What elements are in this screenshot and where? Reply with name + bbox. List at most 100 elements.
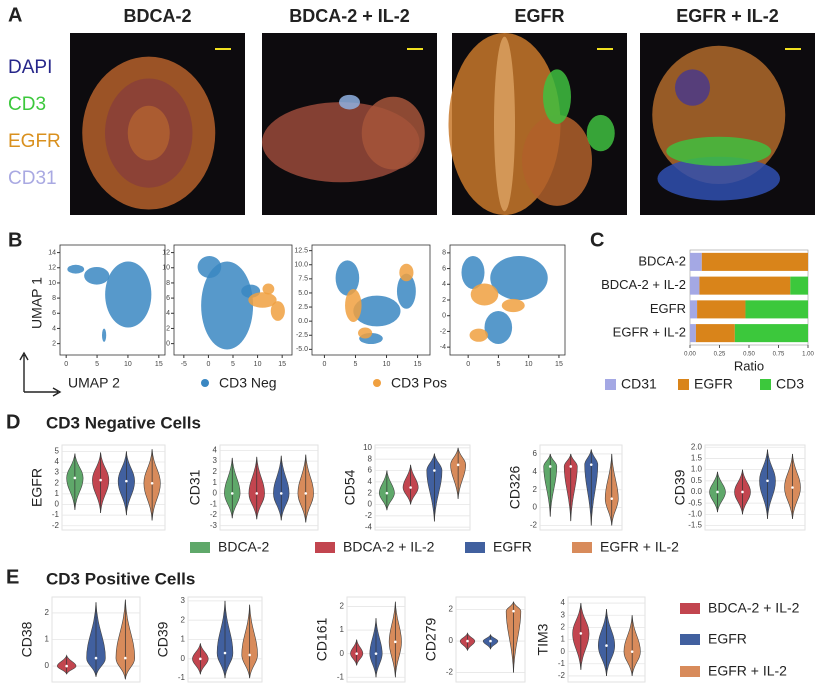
point-cloud [461, 256, 485, 289]
y-axis-label: CD39 [155, 621, 171, 657]
legend-swatch [760, 379, 771, 390]
bar-segment [690, 252, 702, 271]
legend-label: EGFR [694, 376, 733, 392]
point-cloud [353, 295, 401, 327]
y-tick-label: 4 [533, 467, 538, 476]
x-tick-label: 0.50 [743, 352, 755, 358]
legend-swatch [315, 542, 335, 553]
legend-label: EGFR + IL-2 [708, 663, 787, 679]
tissue [522, 114, 592, 206]
y-tick-label: 12.5 [294, 247, 308, 254]
violin-median [125, 479, 128, 483]
section-title: CD3 Negative Cells [46, 413, 201, 432]
violin-median [741, 490, 744, 494]
y-tick-label: 0 [442, 313, 446, 320]
y-tick-label: 0 [181, 654, 186, 663]
point-cloud [262, 283, 275, 295]
image-title: EGFR + IL-2 [676, 6, 779, 26]
y-tick-label: 2 [181, 615, 186, 624]
tissue [494, 36, 515, 212]
y-tick-label: 1 [340, 625, 345, 634]
y-tick-label: 6 [52, 310, 56, 317]
panel-label: D [6, 411, 20, 433]
point-cloud [484, 311, 513, 344]
y-tick-label: 2 [52, 340, 56, 347]
point-cloud [501, 298, 525, 313]
y-tick-label: -2 [365, 511, 373, 520]
tissue [666, 136, 772, 166]
violin-median [279, 492, 283, 495]
point-cloud [270, 301, 285, 321]
channel-label: CD31 [8, 168, 57, 189]
panel-label: A [8, 4, 22, 26]
legend-swatch [680, 666, 700, 677]
legend-swatch [678, 379, 689, 390]
panel-label: C [590, 229, 604, 251]
y-tick-label: 3 [181, 596, 186, 605]
x-tick-label: 5 [95, 361, 99, 368]
y-tick-label: 10.0 [294, 262, 308, 269]
legend-swatch [572, 542, 592, 553]
legend-label: BDCA-2 [218, 539, 270, 555]
x-tick-label: 0.00 [684, 352, 696, 358]
violin-median [766, 479, 769, 483]
y-tick-label: 3 [561, 610, 566, 619]
y-tick-label: 0 [340, 649, 345, 658]
x-tick-label: 15 [555, 361, 563, 368]
violin-median [466, 639, 469, 643]
channel-label: DAPI [8, 57, 52, 78]
x-tick-label: -5 [181, 361, 187, 368]
tissue [586, 114, 615, 152]
panel-label: B [8, 229, 22, 251]
violin-median [304, 492, 308, 495]
image-title: BDCA-2 [123, 6, 191, 26]
y-tick-label: -2 [440, 328, 446, 335]
y-tick-label: 2 [55, 478, 60, 487]
y-axis-label: CD39 [672, 469, 688, 505]
y-tick-label: -2 [530, 521, 538, 530]
x-tick-label: 10 [383, 361, 391, 368]
y-tick-label: 4 [442, 281, 446, 288]
violin-median [199, 657, 202, 661]
y-axis-label: CD31 [187, 469, 203, 505]
y-tick-label: -2 [446, 668, 454, 677]
y-tick-label: 2 [561, 622, 566, 631]
y-tick-label: 2 [166, 325, 170, 332]
point-cloud [197, 256, 222, 278]
violin-median [610, 497, 614, 500]
y-tick-label: 10 [363, 443, 372, 452]
y-tick-label: 4 [55, 457, 60, 466]
legend-label: EGFR [708, 631, 747, 647]
legend-marker [373, 379, 381, 387]
panel-label: E [6, 566, 19, 588]
y-tick-label: 0 [213, 489, 218, 498]
violin-median [589, 463, 593, 466]
y-tick-label: 2 [45, 608, 50, 617]
y-tick-label: -1.0 [688, 509, 702, 518]
tissue [127, 105, 170, 161]
y-tick-label: -4 [365, 522, 373, 531]
violin-median [73, 476, 77, 480]
x-tick-label: 10 [525, 361, 533, 368]
legend-label: BDCA-2 + IL-2 [343, 539, 435, 555]
y-axis-label: CD279 [423, 618, 439, 662]
point-cloud [396, 273, 416, 309]
y-tick-label: -1 [210, 499, 218, 508]
violin-median [65, 664, 68, 668]
y-tick-label: 0.0 [298, 318, 308, 325]
bar-segment [690, 324, 696, 343]
x-tick-label: 15 [278, 361, 286, 368]
violin-median [394, 640, 397, 644]
bar-segment [690, 276, 700, 295]
bar-segment [745, 300, 808, 319]
y-tick-label: 1 [45, 635, 50, 644]
point-cloud [358, 327, 373, 339]
y-tick-label: 10 [48, 280, 56, 287]
y-tick-label: 2 [213, 467, 218, 476]
y-tick-label: 0 [55, 500, 60, 509]
category-label: EGFR [650, 301, 686, 316]
tissue [657, 156, 780, 201]
point-cloud [399, 263, 414, 282]
legend-swatch [465, 542, 485, 553]
